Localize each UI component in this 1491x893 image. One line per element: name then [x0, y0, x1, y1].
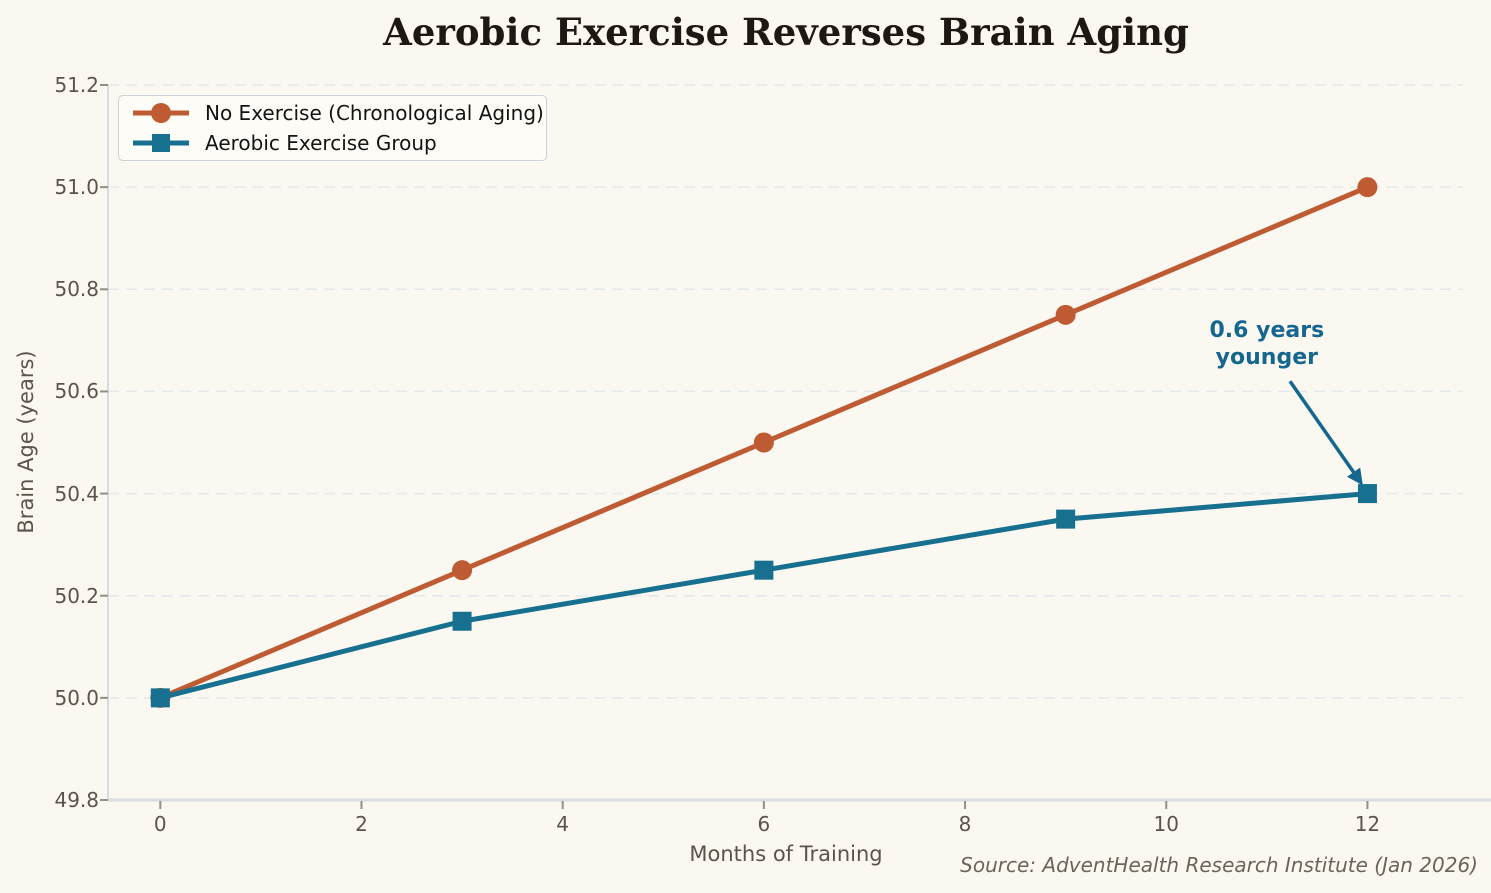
x-tick-label: 12: [1354, 812, 1381, 836]
annotation-text: 0.6 years younger: [1209, 319, 1324, 373]
y-tick-label: 50.6: [54, 379, 99, 404]
x-tick-label: 10: [1153, 812, 1179, 836]
y-axis-label: Brain Age (years): [14, 350, 38, 534]
y-tick-label: 50.2: [54, 583, 99, 608]
data-point-marker: [754, 560, 774, 580]
annotation-arrow-line: [1288, 380, 1363, 486]
x-tick-label: 6: [757, 812, 771, 836]
legend-item-no-exercise: No Exercise (Chronological Aging): [119, 101, 546, 125]
data-point-marker: [1056, 509, 1076, 529]
data-series: [150, 177, 1378, 708]
y-tick-label: 49.8: [54, 788, 99, 812]
annotation-line-1: 0.6 years: [1209, 318, 1325, 344]
x-axis-label: Months of Training: [689, 842, 883, 866]
x-tick-label: 0: [153, 812, 167, 836]
data-point-marker: [1357, 177, 1378, 198]
annotation-arrow: [1288, 380, 1363, 486]
data-point-marker: [452, 611, 472, 631]
legend: No Exercise (Chronological Aging) Aerobi…: [118, 95, 547, 161]
y-tick-label: 50.4: [54, 481, 99, 506]
y-tick-label: 51.2: [54, 73, 99, 97]
legend-item-aerobic: Aerobic Exercise Group: [119, 131, 546, 155]
annotation-line-2: younger: [1215, 345, 1318, 371]
data-point-marker: [1357, 484, 1377, 504]
y-tick-label: 50.0: [54, 685, 99, 710]
legend-label-aerobic: Aerobic Exercise Group: [205, 130, 437, 155]
data-point-marker: [753, 432, 774, 453]
x-tick-label: 8: [958, 812, 972, 836]
y-tick-label: 50.8: [54, 277, 99, 302]
gridlines: [108, 84, 1463, 801]
x-tick-label: 4: [556, 812, 570, 836]
legend-line-circle-icon: [133, 103, 189, 124]
source-note: Source: AdventHealth Research Institute …: [960, 853, 1478, 877]
y-tick-label: 51.0: [54, 175, 99, 200]
axis-tick-marks: [100, 84, 1369, 809]
data-point-marker: [452, 560, 473, 581]
data-point-marker: [1055, 304, 1076, 325]
x-tick-label: 2: [355, 812, 368, 836]
chart-title: Aerobic Exercise Reverses Brain Aging: [383, 10, 1189, 54]
legend-label-no-exercise: No Exercise (Chronological Aging): [205, 101, 544, 126]
data-point-marker: [150, 688, 170, 708]
legend-line-square-icon: [133, 133, 189, 152]
axes-spines: [107, 85, 1491, 802]
